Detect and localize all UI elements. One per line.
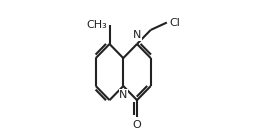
Text: N: N bbox=[133, 30, 141, 40]
Text: CH₃: CH₃ bbox=[87, 20, 107, 30]
Text: Cl: Cl bbox=[169, 18, 180, 27]
Text: N: N bbox=[119, 90, 127, 100]
Text: O: O bbox=[133, 120, 141, 130]
